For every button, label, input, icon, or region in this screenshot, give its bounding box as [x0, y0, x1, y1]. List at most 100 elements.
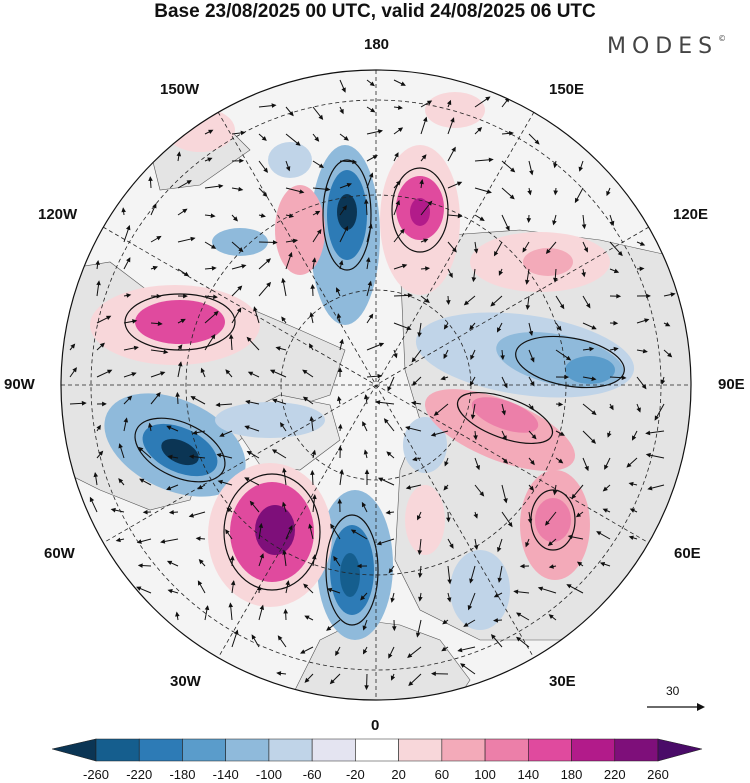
wind-vector-head — [522, 247, 527, 253]
wind-vector-head — [258, 522, 264, 529]
wind-vector-head — [670, 292, 676, 297]
land-europe-africa — [289, 619, 471, 700]
wind-vector-head — [356, 563, 362, 569]
wind-vector-head — [176, 151, 182, 157]
wind-vector-head — [72, 367, 77, 373]
wind-vector-head — [167, 454, 173, 460]
wind-vector-head — [207, 157, 213, 162]
lon-label-150w: 150W — [160, 81, 200, 98]
wind-vector-head — [503, 383, 508, 389]
wind-vector-head — [318, 114, 324, 120]
wind-vector-head — [581, 224, 587, 230]
wind-vector-head — [238, 186, 244, 192]
wind-vector-head — [552, 220, 557, 226]
wind-vector-head — [498, 270, 504, 276]
wind-vector-head — [327, 587, 333, 593]
wind-vector-head — [372, 155, 378, 160]
wind-vector-head — [639, 266, 645, 272]
wind-vector-head — [508, 131, 514, 136]
wind-vector-head — [493, 592, 500, 598]
lon-label-30w: 30W — [170, 673, 201, 690]
wind-vector-head — [282, 467, 287, 473]
wind-vector-head — [527, 190, 532, 196]
wind-vector-head — [426, 100, 433, 105]
wind-vector-head — [390, 597, 395, 603]
wind-vector-head — [283, 608, 289, 614]
colorbar-tick-label: -100 — [255, 767, 282, 782]
anomaly-negative — [212, 228, 268, 256]
wind-vector-head — [636, 407, 641, 413]
wind-vector-head — [160, 539, 166, 544]
wind-vector-head — [526, 218, 532, 223]
wind-vector-head — [126, 257, 131, 263]
wind-vector-head — [225, 529, 230, 535]
wind-vector-head — [335, 287, 341, 293]
wind-vector-head — [400, 81, 406, 86]
colorbar-tick-label: 100 — [474, 767, 496, 782]
wind-vector-head — [564, 374, 570, 380]
wind-vector-head — [443, 324, 449, 330]
wind-vector-head — [545, 248, 551, 255]
wind-vector-head — [647, 485, 653, 491]
wind-vector-head — [192, 430, 198, 435]
wind-vector-head — [304, 677, 310, 683]
wind-vector-head — [132, 319, 138, 324]
wind-vector-head — [281, 277, 286, 283]
wind-vector-head — [613, 346, 619, 352]
wind-vector-head — [589, 346, 595, 352]
wind-vector-head — [606, 190, 611, 197]
colorbar-swatch — [484, 738, 529, 762]
wind-vector-head — [244, 477, 250, 482]
wind-vector-head — [417, 332, 422, 338]
wind-vector-head — [473, 435, 478, 441]
anomaly-negative — [268, 142, 312, 178]
wind-vector-head — [175, 611, 180, 617]
wind-vector-head — [234, 629, 239, 635]
wind-vector-head — [177, 344, 183, 350]
wind-vector-head — [524, 279, 530, 285]
wind-vector-head — [616, 293, 622, 299]
wind-vector-head — [430, 432, 436, 437]
wind-vector-head — [407, 653, 413, 659]
wind-vector-head — [548, 614, 554, 620]
wind-vector-head — [230, 580, 236, 586]
wind-vector-head — [148, 422, 153, 428]
wind-vector-head — [186, 180, 192, 185]
wind-vector-head — [590, 438, 597, 444]
wind-vector-head — [571, 493, 577, 499]
wind-vector-head — [486, 189, 492, 194]
wind-vector-head — [315, 210, 321, 216]
wind-vector-head — [490, 301, 496, 307]
wind-vector-head — [265, 258, 271, 264]
wind-vector-head — [470, 414, 476, 420]
wind-vector-head — [583, 247, 588, 253]
wind-vector-head — [302, 369, 308, 375]
wind-vector-head — [473, 513, 478, 519]
wind-vector-head — [215, 402, 221, 408]
wind-vector-head — [136, 586, 142, 591]
wind-vector-head — [105, 315, 112, 321]
wind-vector-head — [473, 544, 479, 551]
wind-vector-head — [362, 625, 368, 631]
anomaly-negative-center — [161, 438, 199, 466]
wind-vector-head — [275, 346, 281, 351]
anomaly-positive-center — [410, 198, 430, 226]
wind-vector-head — [451, 247, 457, 253]
wind-vector-head — [448, 272, 453, 279]
wind-vector-head — [259, 604, 265, 610]
wind-vector-head — [228, 333, 234, 339]
wind-vector-head — [631, 435, 637, 441]
wind-vector-head — [121, 207, 126, 213]
wind-vector-head — [469, 324, 475, 330]
wind-vector-head — [516, 636, 522, 642]
wind-vector-head — [260, 213, 266, 218]
anomaly-negative-center — [337, 194, 357, 230]
wind-vector-head — [617, 250, 623, 257]
wind-vector-head — [246, 450, 252, 456]
wind-vector-head — [642, 348, 648, 354]
lon-label-60w: 60W — [44, 545, 75, 562]
wind-vector-head — [397, 127, 404, 133]
wind-vector-head — [479, 216, 485, 222]
wind-vector-head — [216, 453, 222, 458]
wind-vector-head — [408, 681, 414, 686]
